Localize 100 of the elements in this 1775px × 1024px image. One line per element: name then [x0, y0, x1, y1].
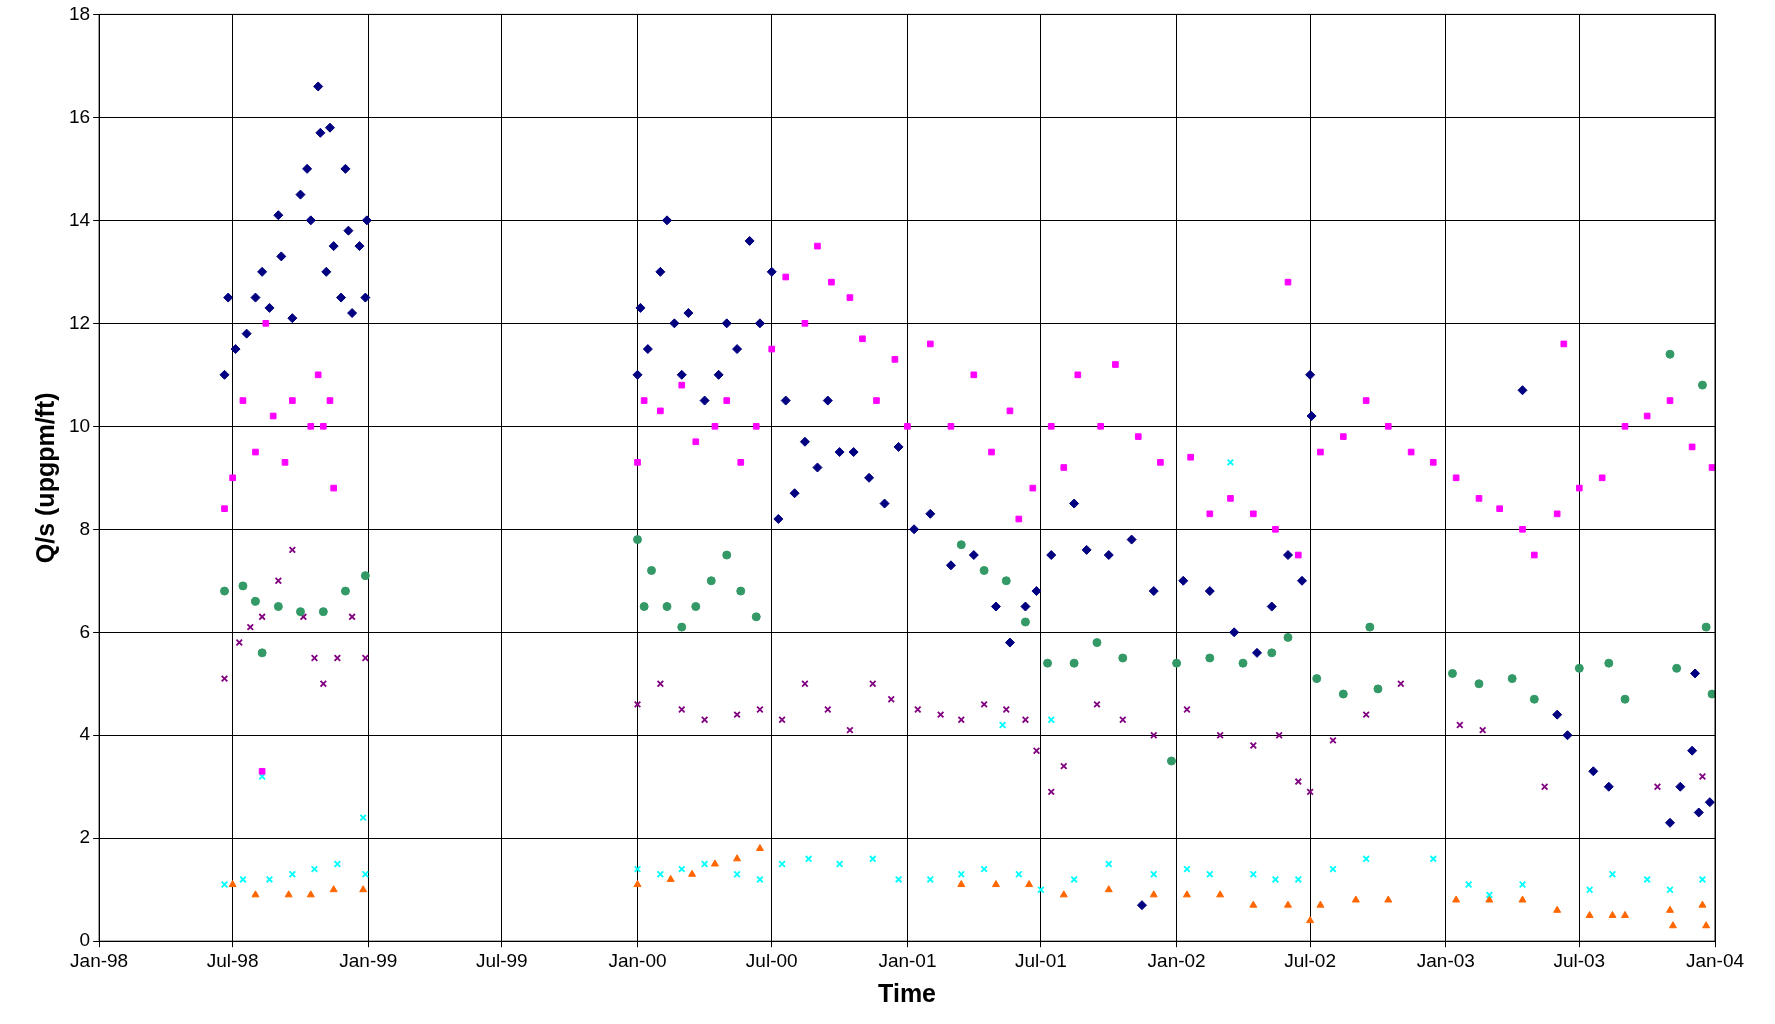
point [736, 586, 746, 596]
point [1373, 684, 1383, 694]
point [778, 860, 786, 868]
y-axis-title: Q/s (upgpm/ft) [30, 392, 59, 564]
point [869, 855, 877, 863]
x-tick-label: Jul-01 [1015, 949, 1067, 971]
point [220, 880, 229, 889]
point [846, 726, 854, 734]
point [1452, 895, 1461, 903]
point [1529, 694, 1539, 704]
x-tick-label: Jan-03 [1416, 949, 1475, 971]
point [1166, 756, 1176, 766]
point [1698, 900, 1707, 908]
point [1119, 716, 1127, 724]
point [1043, 658, 1053, 668]
point [1553, 905, 1562, 913]
point [1338, 689, 1348, 699]
point [678, 705, 686, 714]
point [1047, 716, 1055, 724]
point [257, 648, 267, 658]
point [1150, 731, 1158, 739]
point [1362, 710, 1370, 719]
point [956, 540, 966, 550]
point [228, 880, 237, 888]
y-tick-label: 4 [79, 723, 91, 745]
point [238, 581, 248, 591]
point [1015, 870, 1023, 878]
point [1456, 721, 1464, 729]
point [1397, 680, 1405, 688]
x-tick-label: Jul-02 [1284, 949, 1336, 971]
x-tick-label: Jul-98 [206, 949, 259, 971]
point [656, 680, 665, 688]
point [1698, 875, 1707, 884]
y-tick-label: 10 [68, 414, 91, 436]
y-tick-label: 0 [79, 929, 91, 951]
y-tick-label: 2 [79, 826, 91, 848]
point [887, 695, 895, 703]
point [722, 550, 732, 560]
x-tick-label: Jul-99 [475, 949, 528, 971]
point [755, 844, 764, 852]
point [1585, 910, 1594, 918]
point [639, 602, 649, 612]
point [1608, 910, 1617, 918]
x-tick-label: Jan-04 [1685, 949, 1745, 971]
point [1284, 900, 1292, 908]
point [1666, 905, 1674, 913]
y-tick-label: 14 [68, 208, 91, 230]
point [1037, 885, 1045, 894]
point [1701, 622, 1711, 632]
point [1306, 788, 1314, 796]
point [980, 865, 988, 873]
x-tick-label: Jan-02 [1147, 949, 1206, 971]
point [914, 705, 922, 714]
point [1047, 788, 1055, 796]
x-tick-label: Jan-98 [70, 949, 129, 971]
point [340, 586, 350, 596]
point [1707, 689, 1715, 699]
point [1485, 891, 1494, 899]
point [1697, 380, 1707, 390]
point [1447, 668, 1457, 678]
point [1518, 895, 1527, 903]
point [1021, 716, 1030, 724]
point [1104, 885, 1113, 893]
point [677, 622, 687, 632]
point [1621, 910, 1629, 918]
point [957, 870, 965, 878]
point [288, 870, 297, 878]
point [1540, 783, 1549, 791]
point [288, 546, 297, 554]
point [957, 716, 965, 724]
point [1384, 895, 1393, 903]
point [691, 602, 701, 612]
point [359, 813, 367, 822]
point [1507, 674, 1517, 684]
point [1604, 658, 1614, 668]
point [1238, 658, 1248, 668]
point [1182, 890, 1191, 898]
y-tick-label: 12 [68, 311, 91, 333]
point [273, 602, 283, 612]
point [1312, 674, 1322, 684]
point [1306, 916, 1315, 924]
x-tick-label: Jan-99 [339, 949, 398, 971]
point [1574, 663, 1584, 673]
point [1620, 694, 1630, 704]
point [1205, 653, 1215, 663]
point [284, 890, 293, 898]
x-tick-label: Jan-00 [608, 949, 667, 971]
point [1283, 632, 1293, 642]
point [250, 596, 260, 606]
point [700, 716, 709, 724]
point [265, 875, 274, 884]
point [1216, 731, 1224, 739]
point [1172, 658, 1182, 668]
x-axis-title: Time [878, 978, 937, 1007]
x-tick-label: Jan-01 [878, 949, 937, 971]
point [1698, 772, 1707, 781]
point [1059, 890, 1068, 898]
point [1183, 865, 1191, 873]
point [1092, 638, 1102, 648]
point [220, 674, 229, 683]
